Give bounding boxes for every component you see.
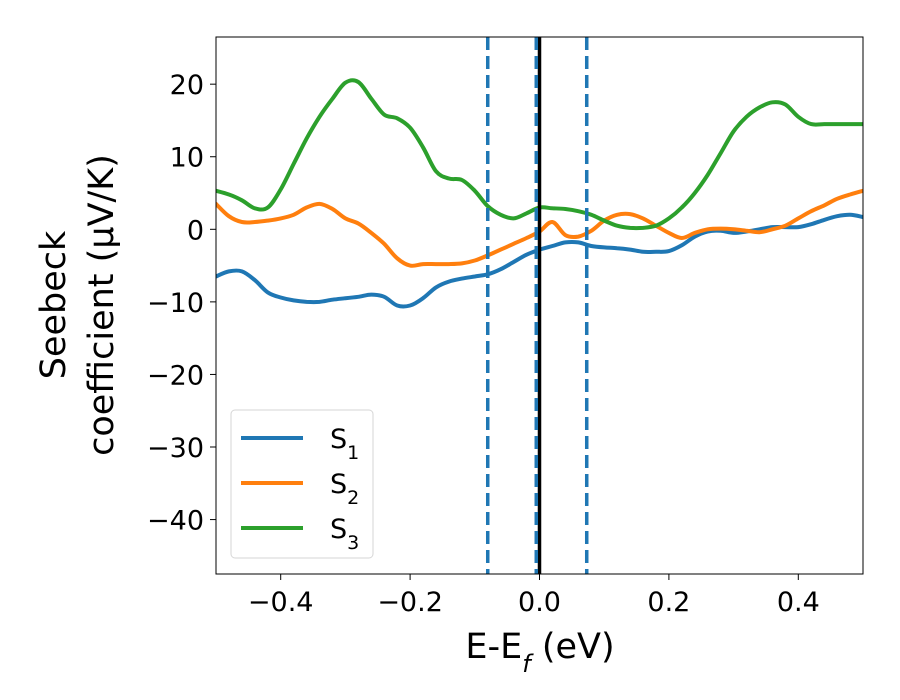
x-ticks: −0.4 −0.2 0.0 0.2 0.4 <box>248 574 820 618</box>
x-tick-label: −0.2 <box>377 587 443 618</box>
y-axis-label-line2: coefficient (μV/K) <box>82 154 122 456</box>
legend-label-3: S3 <box>330 514 359 554</box>
x-tick-label: 0.4 <box>777 587 820 618</box>
legend: S1 S2 S3 <box>230 409 374 559</box>
y-tick-label: 0 <box>187 215 204 246</box>
x-axis-label: E-Ef (eV) <box>465 627 614 678</box>
legend-label-1: S1 <box>330 424 359 464</box>
x-tick-label: −0.4 <box>248 587 314 618</box>
y-tick-label: −20 <box>147 360 204 391</box>
y-tick-label: 10 <box>170 143 204 174</box>
y-tick-label: 20 <box>170 70 204 101</box>
x-tick-label: 0.2 <box>647 587 690 618</box>
legend-label-2: S2 <box>330 469 359 509</box>
y-tick-label: −30 <box>147 433 204 464</box>
reference-lines <box>485 37 589 574</box>
y-tick-label: −40 <box>147 506 204 537</box>
y-axis-label-line1: Seebeck <box>34 230 74 379</box>
y-ticks: −40 −30 −20 −10 0 10 20 <box>147 70 216 537</box>
y-tick-label: −10 <box>147 288 204 319</box>
x-tick-label: 0.0 <box>518 587 561 618</box>
